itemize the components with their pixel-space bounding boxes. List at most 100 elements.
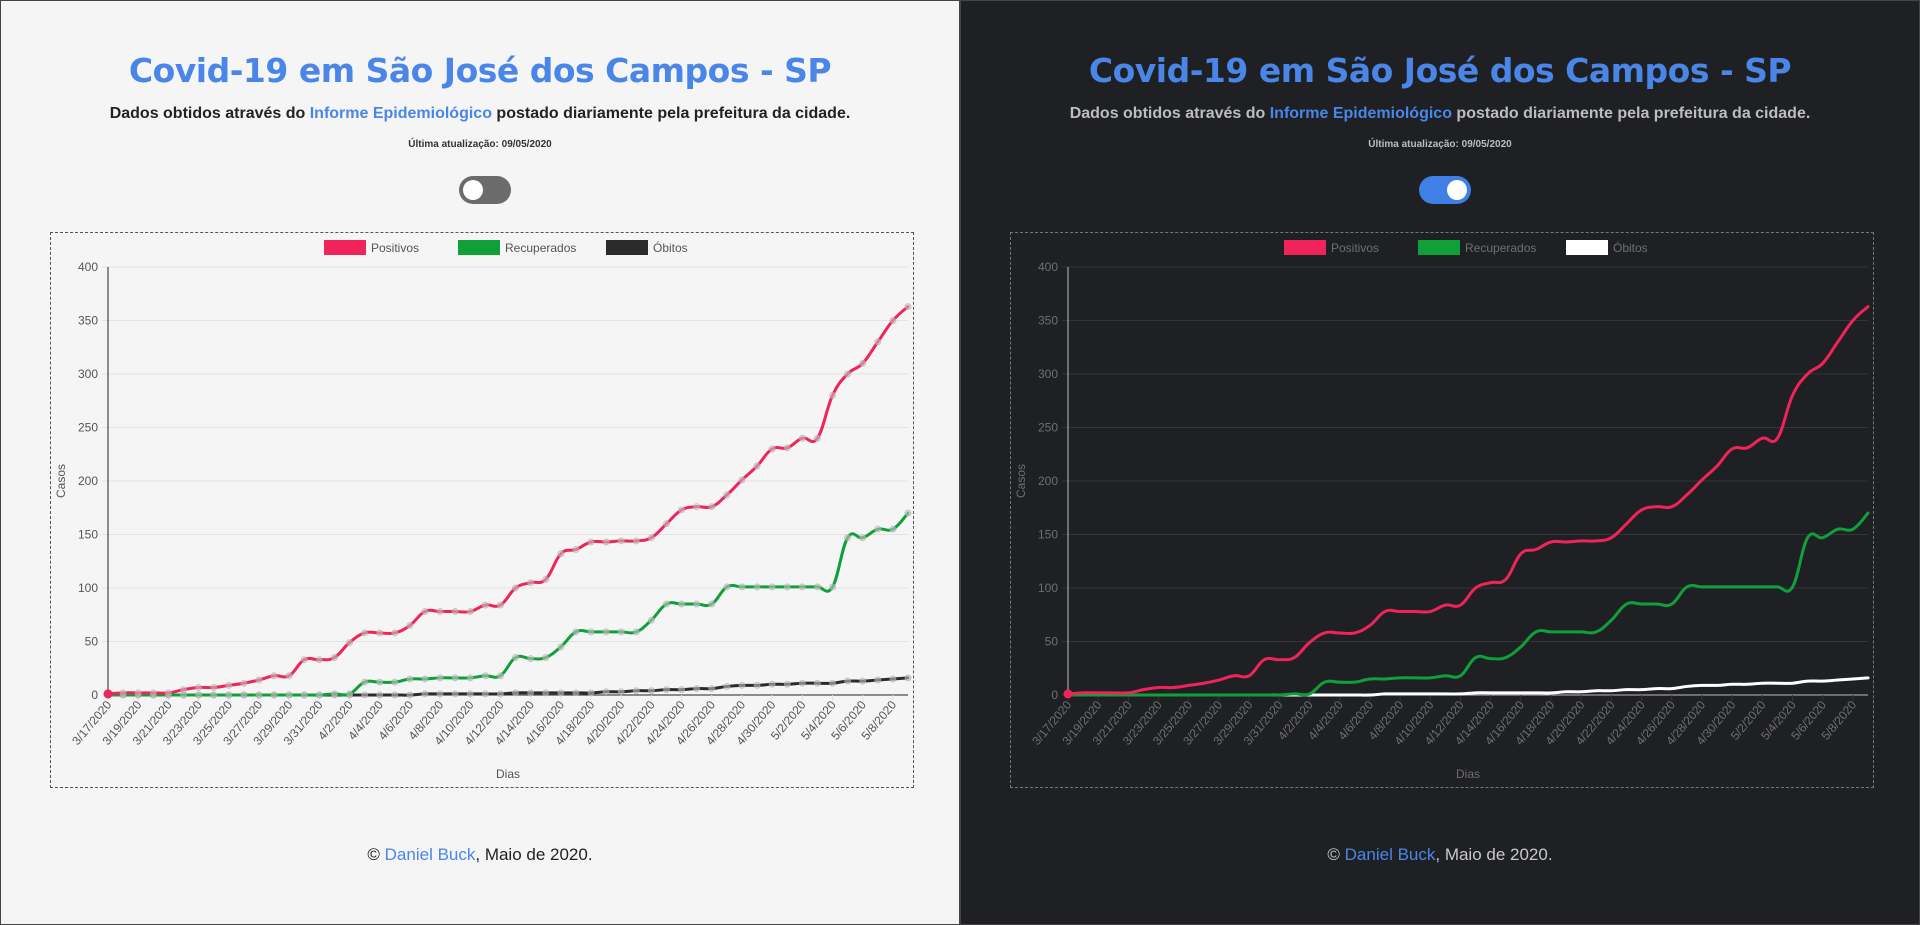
data-point[interactable] bbox=[542, 689, 550, 697]
data-point[interactable] bbox=[647, 687, 655, 695]
data-point[interactable] bbox=[376, 629, 384, 637]
data-point[interactable] bbox=[391, 629, 399, 637]
data-point[interactable] bbox=[195, 691, 203, 699]
data-point[interactable] bbox=[738, 476, 746, 484]
data-point[interactable] bbox=[270, 691, 278, 699]
data-point[interactable] bbox=[346, 690, 354, 698]
data-point[interactable] bbox=[602, 688, 610, 696]
data-point[interactable] bbox=[376, 678, 384, 686]
data-point[interactable] bbox=[904, 509, 912, 517]
data-point[interactable] bbox=[632, 687, 640, 695]
data-point[interactable] bbox=[844, 370, 852, 378]
data-point[interactable] bbox=[210, 684, 218, 692]
data-point[interactable] bbox=[693, 503, 701, 511]
data-point[interactable] bbox=[225, 681, 233, 689]
data-point[interactable] bbox=[451, 690, 459, 698]
data-point[interactable] bbox=[859, 359, 867, 367]
data-point[interactable] bbox=[723, 583, 731, 591]
data-point[interactable] bbox=[617, 537, 625, 545]
data-point[interactable] bbox=[496, 601, 504, 609]
data-point[interactable] bbox=[662, 520, 670, 528]
data-point[interactable] bbox=[315, 656, 323, 664]
data-point[interactable] bbox=[210, 691, 218, 699]
data-point[interactable] bbox=[708, 503, 716, 511]
data-point[interactable] bbox=[195, 684, 203, 692]
data-point[interactable] bbox=[542, 654, 550, 662]
data-point[interactable] bbox=[330, 690, 338, 698]
data-point[interactable] bbox=[798, 583, 806, 591]
data-point[interactable] bbox=[647, 616, 655, 624]
data-point[interactable] bbox=[421, 690, 429, 698]
data-point[interactable] bbox=[693, 685, 701, 693]
legend-item[interactable]: Positivos bbox=[324, 240, 419, 255]
data-point[interactable] bbox=[330, 654, 338, 662]
data-point[interactable] bbox=[164, 689, 172, 697]
data-point[interactable] bbox=[149, 689, 157, 697]
data-point[interactable] bbox=[829, 679, 837, 687]
data-point[interactable] bbox=[874, 338, 882, 346]
data-point[interactable] bbox=[406, 621, 414, 629]
data-point[interactable] bbox=[270, 672, 278, 680]
data-point[interactable] bbox=[406, 691, 414, 699]
data-point[interactable] bbox=[753, 681, 761, 689]
data-point[interactable] bbox=[285, 691, 293, 699]
data-point[interactable] bbox=[496, 672, 504, 680]
data-point[interactable] bbox=[300, 691, 308, 699]
data-point[interactable] bbox=[496, 690, 504, 698]
data-point[interactable] bbox=[527, 689, 535, 697]
data-point[interactable] bbox=[300, 656, 308, 664]
data-point[interactable] bbox=[512, 584, 520, 592]
data-point[interactable] bbox=[391, 691, 399, 699]
data-point[interactable] bbox=[512, 654, 520, 662]
data-point[interactable] bbox=[451, 608, 459, 616]
author-link[interactable]: Daniel Buck bbox=[384, 845, 476, 864]
data-point[interactable] bbox=[738, 583, 746, 591]
data-point[interactable] bbox=[421, 608, 429, 616]
data-point[interactable] bbox=[708, 600, 716, 608]
data-point[interactable] bbox=[587, 538, 595, 546]
data-point[interactable] bbox=[481, 601, 489, 609]
informe-link[interactable]: Informe Epidemiológico bbox=[1269, 105, 1452, 122]
data-point[interactable] bbox=[783, 444, 791, 452]
data-point[interactable] bbox=[859, 534, 867, 542]
data-point[interactable] bbox=[361, 691, 369, 699]
data-point[interactable] bbox=[436, 608, 444, 616]
legend-item[interactable]: Recuperados bbox=[458, 240, 576, 255]
data-point[interactable] bbox=[678, 506, 686, 514]
data-point[interactable] bbox=[738, 681, 746, 689]
data-point[interactable] bbox=[678, 686, 686, 694]
data-point[interactable] bbox=[361, 678, 369, 686]
data-point[interactable] bbox=[557, 643, 565, 651]
data-point[interactable] bbox=[662, 686, 670, 694]
theme-toggle[interactable] bbox=[1419, 176, 1471, 204]
data-point[interactable] bbox=[632, 537, 640, 545]
data-point[interactable] bbox=[466, 690, 474, 698]
data-point[interactable] bbox=[587, 689, 595, 697]
data-point[interactable] bbox=[134, 689, 142, 697]
data-point[interactable] bbox=[829, 583, 837, 591]
data-point[interactable] bbox=[798, 679, 806, 687]
data-point[interactable] bbox=[406, 675, 414, 683]
informe-link[interactable]: Informe Epidemiológico bbox=[309, 105, 492, 122]
legend-item[interactable]: Óbitos bbox=[606, 240, 688, 255]
data-point[interactable] bbox=[904, 303, 912, 311]
data-point[interactable] bbox=[723, 491, 731, 499]
data-point[interactable] bbox=[602, 628, 610, 636]
data-point[interactable] bbox=[783, 680, 791, 688]
theme-toggle[interactable] bbox=[459, 176, 511, 204]
data-point[interactable] bbox=[798, 434, 806, 442]
data-point[interactable] bbox=[813, 679, 821, 687]
data-point[interactable] bbox=[557, 689, 565, 697]
data-point[interactable] bbox=[285, 672, 293, 680]
data-point[interactable] bbox=[678, 600, 686, 608]
data-point[interactable] bbox=[889, 675, 897, 683]
data-point[interactable] bbox=[542, 575, 550, 583]
data-point[interactable] bbox=[889, 525, 897, 533]
data-point[interactable] bbox=[844, 677, 852, 685]
data-point[interactable] bbox=[753, 462, 761, 470]
data-point[interactable] bbox=[662, 600, 670, 608]
legend-item[interactable]: Óbitos bbox=[1566, 240, 1648, 255]
data-point[interactable] bbox=[874, 525, 882, 533]
data-point[interactable] bbox=[346, 639, 354, 647]
data-point[interactable] bbox=[225, 691, 233, 699]
